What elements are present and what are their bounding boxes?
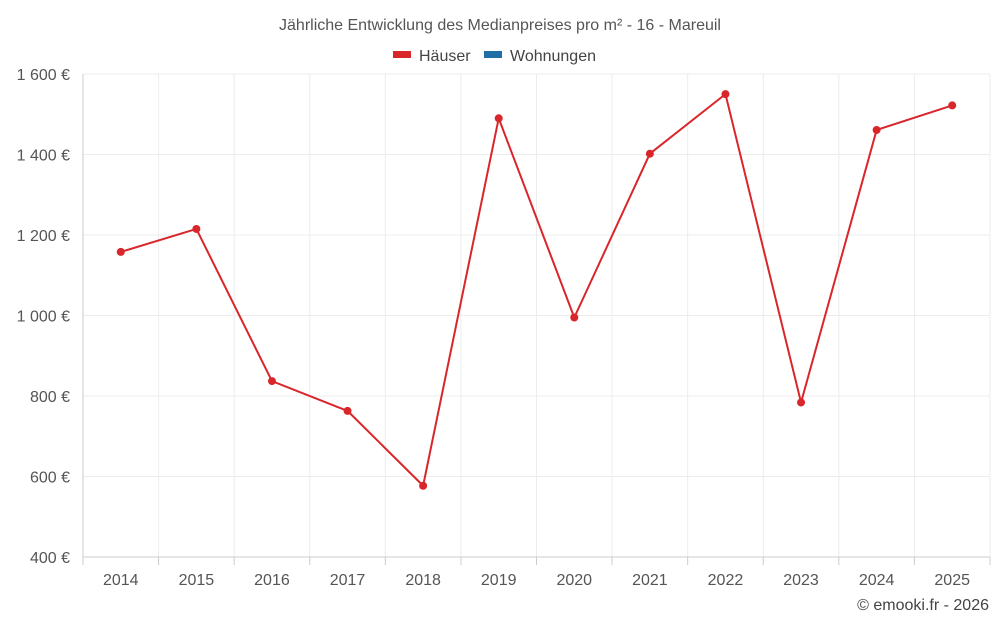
credit-text: © emooki.fr - 2026 [857, 597, 989, 614]
data-point[interactable] [721, 90, 730, 99]
data-point[interactable] [192, 224, 201, 233]
data-point[interactable] [419, 481, 428, 490]
x-tick-label: 2023 [783, 572, 819, 589]
y-tick-label: 800 € [30, 389, 70, 406]
x-tick-label: 2015 [179, 572, 215, 589]
legend-label-houses: Häuser [419, 48, 471, 65]
series-line-0 [120, 93, 953, 487]
y-axis-ticks: 400 € 600 € 800 € 1 000 € 1 200 € 1 400 € 1 60… [17, 67, 70, 567]
data-point[interactable] [948, 101, 957, 110]
data-point[interactable] [645, 149, 654, 158]
x-tick-label: 2016 [254, 572, 290, 589]
legend-swatch-apartments [484, 51, 502, 58]
x-tick-label: 2025 [934, 572, 970, 589]
chart-title: Jährliche Entwicklung des Medianpreises … [279, 17, 721, 34]
x-tick-label: 2020 [556, 572, 592, 589]
legend: Häuser Wohnungen [393, 48, 596, 65]
x-tick-label: 2017 [330, 572, 366, 589]
y-tick-label: 600 € [30, 470, 70, 487]
legend-item-apartments[interactable]: Wohnungen [484, 48, 596, 65]
x-tick-label: 2014 [103, 572, 139, 589]
x-tick-label: 2019 [481, 572, 517, 589]
x-tick-label: 2021 [632, 572, 668, 589]
data-point[interactable] [494, 114, 503, 123]
y-tick-label: 400 € [30, 550, 70, 567]
data-point[interactable] [872, 125, 881, 134]
y-tick-label: 1 400 € [17, 148, 70, 165]
grid [83, 73, 991, 557]
x-axis-ticks: 2014 2015 2016 2017 2018 2019 2020 2021 2022 2023… [82, 557, 991, 589]
y-tick-label: 1 600 € [17, 67, 70, 84]
data-point[interactable] [797, 398, 806, 407]
x-tick-label: 2024 [859, 572, 895, 589]
x-tick-label: 2022 [708, 572, 744, 589]
series-layer [116, 90, 957, 490]
y-tick-label: 1 000 € [17, 309, 70, 326]
y-tick-label: 1 200 € [17, 228, 70, 245]
data-point[interactable] [116, 247, 125, 256]
data-point[interactable] [343, 406, 352, 415]
data-point[interactable] [570, 313, 579, 322]
legend-item-houses[interactable]: Häuser [393, 48, 471, 65]
data-point[interactable] [267, 377, 276, 386]
x-tick-label: 2018 [405, 572, 441, 589]
legend-swatch-houses [393, 51, 411, 58]
legend-label-apartments: Wohnungen [510, 48, 596, 65]
